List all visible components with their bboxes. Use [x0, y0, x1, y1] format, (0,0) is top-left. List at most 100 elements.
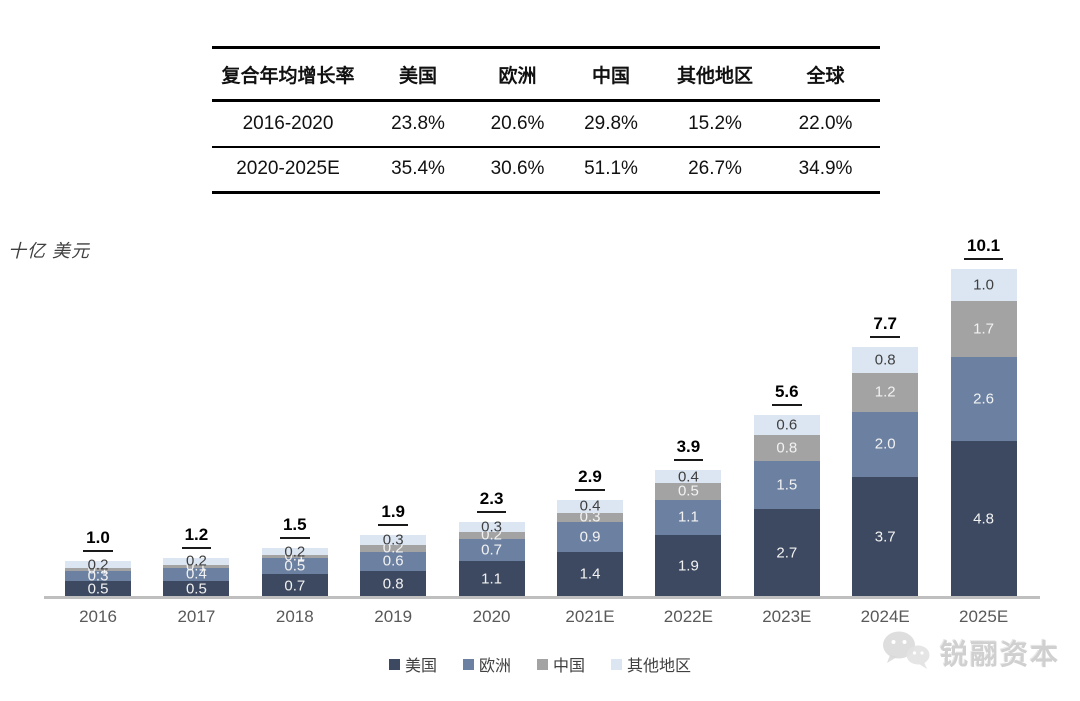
bar-segment-other	[852, 346, 919, 373]
bar-group-2019: 0.8 0.6 0.2 0.3	[360, 533, 427, 597]
bar-segment-other	[261, 548, 328, 555]
table-header-cell: 中国	[563, 46, 659, 102]
bar-segment-usa	[655, 535, 722, 597]
bar-segment-other	[753, 415, 820, 435]
bar-total-label: 1.5	[246, 515, 344, 540]
legend-item-usa: 美国	[388, 652, 437, 676]
x-axis-line	[44, 596, 1040, 599]
x-axis-label: 2025E	[959, 607, 1009, 626]
chart-legend: 美国 欧洲 中国 其他地区	[0, 652, 1080, 676]
bar-segment-other	[163, 558, 230, 565]
bar-segment-usa	[458, 561, 525, 597]
bar-group-2021E: 1.4 0.9 0.3 0.4	[557, 499, 623, 597]
bar-segment-europe	[753, 460, 820, 510]
bar-segment-usa	[557, 551, 623, 597]
bar-segment-china	[655, 483, 722, 500]
table-header-cell: 复合年均增长率	[212, 46, 364, 102]
bar-segment-usa	[753, 509, 820, 597]
bar-segment-usa	[950, 441, 1017, 597]
bar-group-2025E: 4.8 2.6 1.7 1.0	[950, 268, 1017, 597]
bar-segment-usa	[65, 580, 131, 597]
table-header-cell: 美国	[364, 46, 472, 102]
table-row: 2016-2020 23.8% 20.6% 29.8% 15.2% 22.0%	[212, 100, 880, 148]
table-cell: 35.4%	[364, 146, 472, 194]
bar-segment-europe	[852, 411, 919, 477]
bar-group-2023E: 2.7 1.5 0.8 0.6	[753, 415, 820, 597]
table-header-cell: 欧洲	[472, 46, 563, 102]
table-header-cell: 全球	[771, 46, 880, 102]
bar-segment-china	[65, 567, 131, 571]
bar-segment-other	[360, 535, 427, 545]
bar-group-2022E: 1.9 1.1 0.5 0.4	[655, 469, 722, 597]
x-axis-label: 2021E	[565, 607, 615, 626]
bar-segment-china	[163, 564, 230, 568]
legend-swatch-usa	[388, 658, 400, 670]
table-cell: 34.9%	[771, 146, 880, 194]
x-axis-label: 2024E	[860, 607, 910, 626]
bar-segment-china	[753, 434, 820, 461]
bar-group-2016: 0.5 0.3 0.1 0.2	[65, 557, 131, 597]
bar-total-label: 1.9	[344, 502, 442, 527]
bar-segment-china	[360, 545, 427, 552]
table-cell: 15.2%	[659, 100, 771, 148]
bar-segment-usa	[360, 571, 427, 597]
table-cell: 2016-2020	[212, 100, 364, 148]
bar-segment-europe	[65, 571, 131, 581]
bar-total-label: 1.0	[49, 528, 147, 553]
bar-total-label: 10.1	[935, 236, 1033, 260]
table-cell: 22.0%	[771, 100, 880, 148]
x-axis-label: 2019	[374, 607, 413, 626]
table-cell: 23.8%	[364, 100, 472, 148]
legend-swatch-europe	[462, 658, 474, 670]
cagr-table: 复合年均增长率 美国 欧洲 中国 其他地区 全球 2016-2020 23.8% 20.6% 29…	[212, 46, 880, 194]
x-axis-label: 2023E	[762, 607, 812, 626]
legend-swatch-china	[537, 658, 548, 670]
bar-segment-china	[852, 372, 919, 412]
table-row: 2020-2025E 35.4% 30.6% 51.1% 26.7% 34.9%	[212, 146, 880, 194]
legend-label: 美国	[404, 658, 437, 675]
x-axis-label: 2018	[275, 607, 314, 626]
bar-segment-other	[557, 499, 623, 513]
bar-segment-china	[950, 301, 1017, 357]
bar-segment-other	[655, 470, 722, 484]
table-cell: 2020-2025E	[212, 146, 364, 194]
bar-segment-usa	[163, 580, 230, 597]
table-cell: 29.8%	[563, 100, 659, 148]
x-axis-label: 2020	[472, 607, 511, 626]
bar-segment-other	[458, 522, 525, 532]
bar-group-2020: 1.1 0.7 0.2 0.3	[458, 520, 525, 597]
bar-segment-china	[557, 512, 623, 523]
legend-swatch-other	[611, 658, 623, 670]
legend-label: 中国	[553, 658, 586, 675]
legend-label: 其他地区	[627, 658, 692, 675]
watermark: 锐翮资本	[880, 628, 1060, 677]
bar-total-label: 3.9	[639, 437, 737, 462]
bar-segment-other	[950, 268, 1017, 302]
table-cell: 20.6%	[472, 100, 563, 148]
brand-text: 锐翮资本	[940, 638, 1061, 670]
bar-segment-usa	[261, 574, 328, 597]
bar-segment-usa	[852, 476, 919, 597]
bar-group-2018: 0.7 0.5 0.1 0.2	[261, 544, 328, 597]
y-axis-unit-label: 十亿 美元	[8, 241, 91, 261]
bar-segment-china	[458, 532, 525, 539]
bar-group-2024E: 3.7 2.0 1.2 0.8	[852, 346, 919, 597]
bar-total-label: 2.3	[443, 489, 541, 514]
x-axis-label: 2017	[177, 607, 216, 626]
bar-segment-europe	[458, 538, 525, 562]
bar-segment-europe	[261, 558, 328, 575]
table-cell: 30.6%	[472, 146, 563, 194]
table-cell: 51.1%	[563, 146, 659, 194]
bar-total-label: 7.7	[836, 314, 934, 338]
bar-segment-europe	[163, 567, 230, 581]
bar-segment-other	[65, 561, 131, 568]
table-header-cell: 其他地区	[659, 46, 771, 102]
bar-total-label: 5.6	[738, 382, 836, 406]
bar-segment-europe	[950, 356, 1017, 441]
legend-item-europe: 欧洲	[462, 652, 511, 676]
bar-segment-europe	[557, 522, 623, 552]
bar-segment-europe	[360, 551, 427, 571]
x-axis-label: 2022E	[663, 607, 713, 626]
legend-item-china: 中国	[537, 652, 585, 676]
